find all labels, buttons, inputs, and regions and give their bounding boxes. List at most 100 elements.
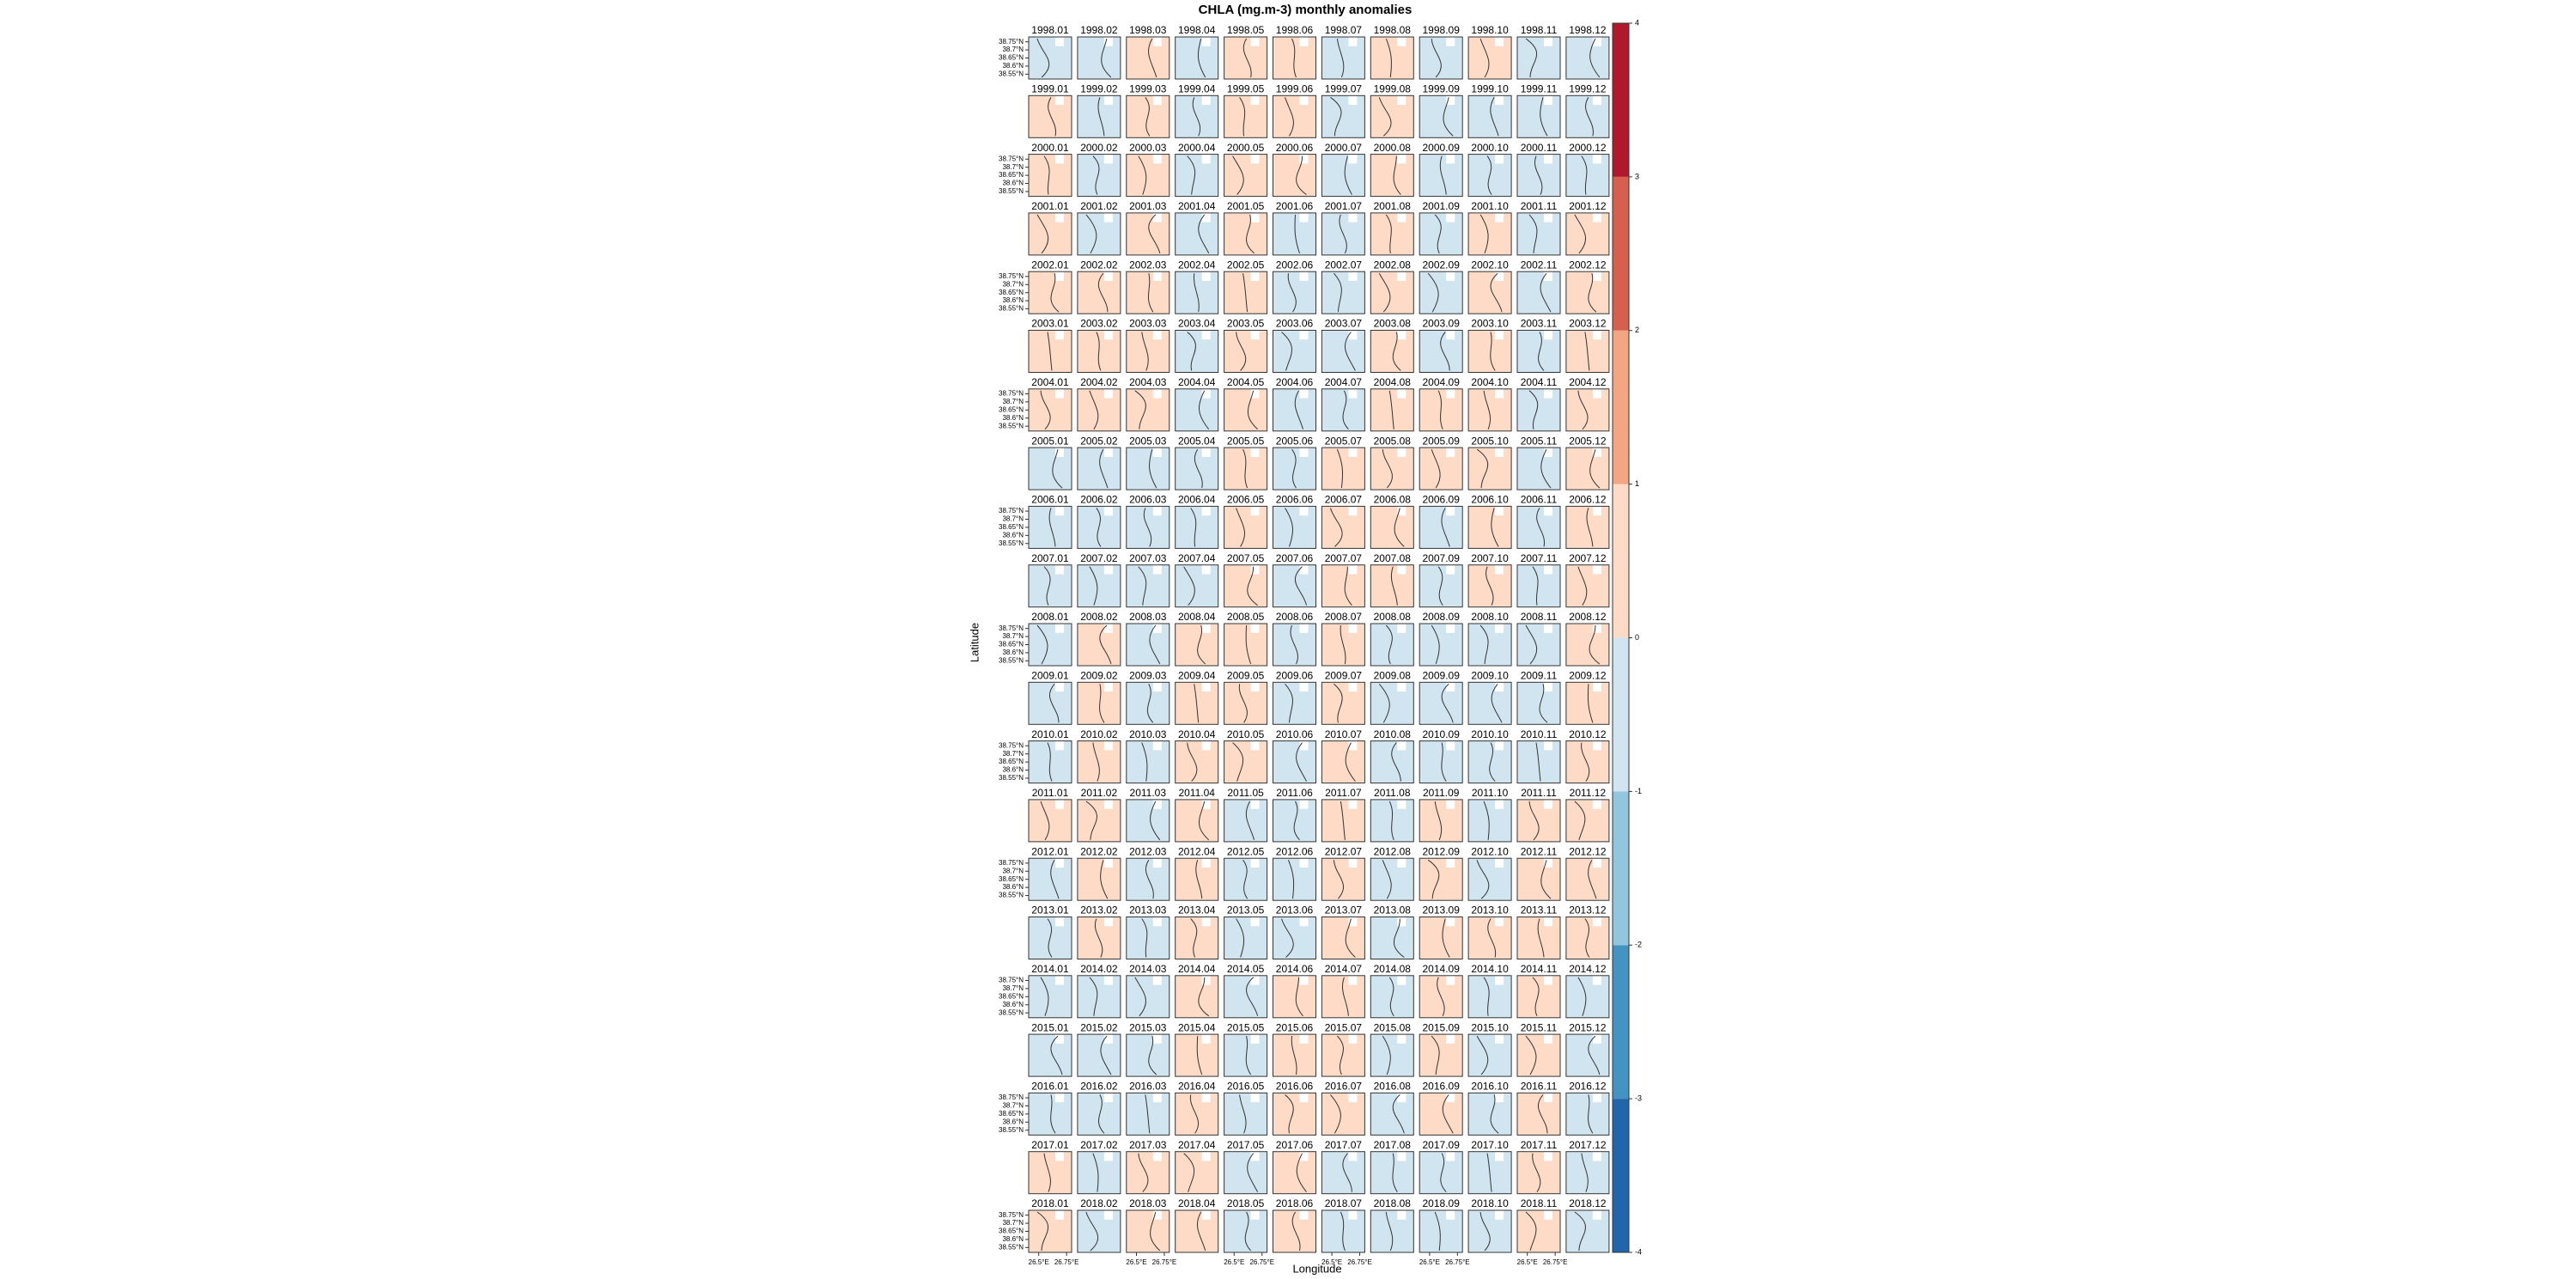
y-tick-label: 38.55°N [999, 892, 1024, 899]
land-mask [1299, 1093, 1309, 1103]
panel-label: 2000.06 [1276, 142, 1314, 154]
land-mask [1397, 1151, 1406, 1161]
contour-line [1540, 448, 1552, 489]
contour-line [1148, 38, 1157, 78]
panel-frame [1321, 36, 1365, 80]
panel-frame [1467, 975, 1512, 1019]
panel-frame [1126, 154, 1170, 198]
panel-field [1321, 682, 1365, 725]
panel-frame [1077, 740, 1121, 784]
contour-line [1150, 1211, 1161, 1252]
land-mask [1055, 740, 1064, 751]
panel-frame [1126, 975, 1170, 1019]
land-mask [1544, 740, 1552, 751]
panel-frame [1077, 505, 1121, 549]
panel-label: 2001.06 [1276, 200, 1314, 212]
land-mask [1348, 95, 1358, 106]
panel-field [1126, 1151, 1170, 1194]
land-mask [1299, 388, 1309, 399]
land-mask [1299, 975, 1309, 985]
panel-frame [1467, 917, 1512, 959]
contour-line [1442, 918, 1450, 958]
panel-field [1126, 975, 1170, 1018]
panel-label: 2002.08 [1374, 259, 1412, 271]
contour-line [1099, 448, 1109, 489]
panel-frame [1077, 799, 1121, 843]
panel-label: 2018.04 [1178, 1197, 1216, 1209]
panel-label: 2013.08 [1374, 904, 1412, 917]
land-mask [1103, 330, 1113, 340]
panel-frame [1370, 857, 1414, 901]
contour-line [1342, 977, 1349, 1016]
panel-label: 2001.04 [1178, 200, 1216, 212]
panel-label: 2002.09 [1423, 259, 1461, 271]
contour-line [1442, 1094, 1454, 1134]
panel-label: 2004.12 [1569, 376, 1607, 388]
panel-label: 2008.03 [1129, 611, 1167, 623]
y-tick-label: 38.55°N [999, 422, 1024, 429]
panel-label: 1998.10 [1471, 24, 1509, 36]
panel-frame [1273, 154, 1316, 198]
panel-label: 2015.07 [1325, 1021, 1363, 1033]
contour-line [1291, 1036, 1297, 1075]
panel-label: 2008.02 [1080, 611, 1118, 623]
panel-field [1419, 212, 1463, 255]
panel-frame [1419, 857, 1463, 901]
panel-label: 2000.07 [1325, 142, 1363, 154]
contour-line [1085, 1211, 1099, 1252]
panel-field [1370, 917, 1414, 959]
panel-label: 1999.10 [1471, 82, 1509, 94]
panel-label: 2000.08 [1374, 142, 1412, 154]
land-mask [1201, 37, 1211, 46]
y-tick-label: 38.75°N [999, 155, 1024, 162]
contour-line [1441, 742, 1447, 782]
contour-line [1434, 801, 1443, 841]
panel-field [1224, 154, 1267, 197]
panel-label: 2010.01 [1031, 728, 1069, 740]
panel-field [1175, 388, 1218, 431]
land-mask [1299, 1210, 1309, 1220]
contour-line [1245, 624, 1252, 665]
panel-label: 2005.06 [1276, 435, 1314, 447]
panel-frame [1175, 917, 1219, 959]
colorbar-band [1613, 330, 1629, 484]
contour-line [1431, 624, 1440, 665]
land-mask [1250, 917, 1260, 927]
panel-label: 2000.01 [1031, 142, 1069, 154]
land-mask [1348, 154, 1358, 164]
panel-field [1273, 799, 1316, 842]
panel-frame [1516, 681, 1561, 725]
land-mask [1152, 95, 1162, 106]
panel-label: 2012.11 [1521, 845, 1558, 857]
land-mask [1495, 1093, 1504, 1103]
panel-frame [1467, 564, 1512, 608]
colorbar-tick-label: 1 [1635, 479, 1639, 488]
panel-label: 2013.06 [1276, 904, 1314, 917]
panel-frame [1419, 681, 1463, 725]
contour-line [1036, 38, 1050, 78]
land-mask [1201, 799, 1211, 809]
y-tick-label: 38.6°N [1002, 296, 1024, 304]
contour-line [1047, 742, 1053, 782]
panel-frame [1370, 447, 1414, 490]
land-mask [1592, 682, 1601, 692]
y-tick-label: 38.75°N [999, 624, 1024, 632]
panel-label: 2004.05 [1227, 376, 1265, 388]
contour-line [1294, 390, 1303, 429]
panel-frame [1516, 740, 1561, 784]
panel-field [1273, 95, 1316, 138]
contour-line [1099, 624, 1112, 665]
panel-frame [1273, 623, 1316, 667]
panel-label: 2004.07 [1325, 376, 1363, 388]
panel-label: 2002.10 [1471, 259, 1509, 271]
panel-field [1565, 799, 1609, 842]
contour-line [1392, 332, 1401, 371]
panel-field [1126, 271, 1170, 314]
panel-frame [1077, 36, 1121, 80]
panel-frame [1175, 271, 1219, 314]
panel-frame [1175, 505, 1219, 549]
panel-field [1468, 506, 1512, 549]
panel-label: 2016.06 [1276, 1081, 1314, 1093]
contour-line [1149, 448, 1157, 489]
panel-frame [1224, 799, 1268, 843]
